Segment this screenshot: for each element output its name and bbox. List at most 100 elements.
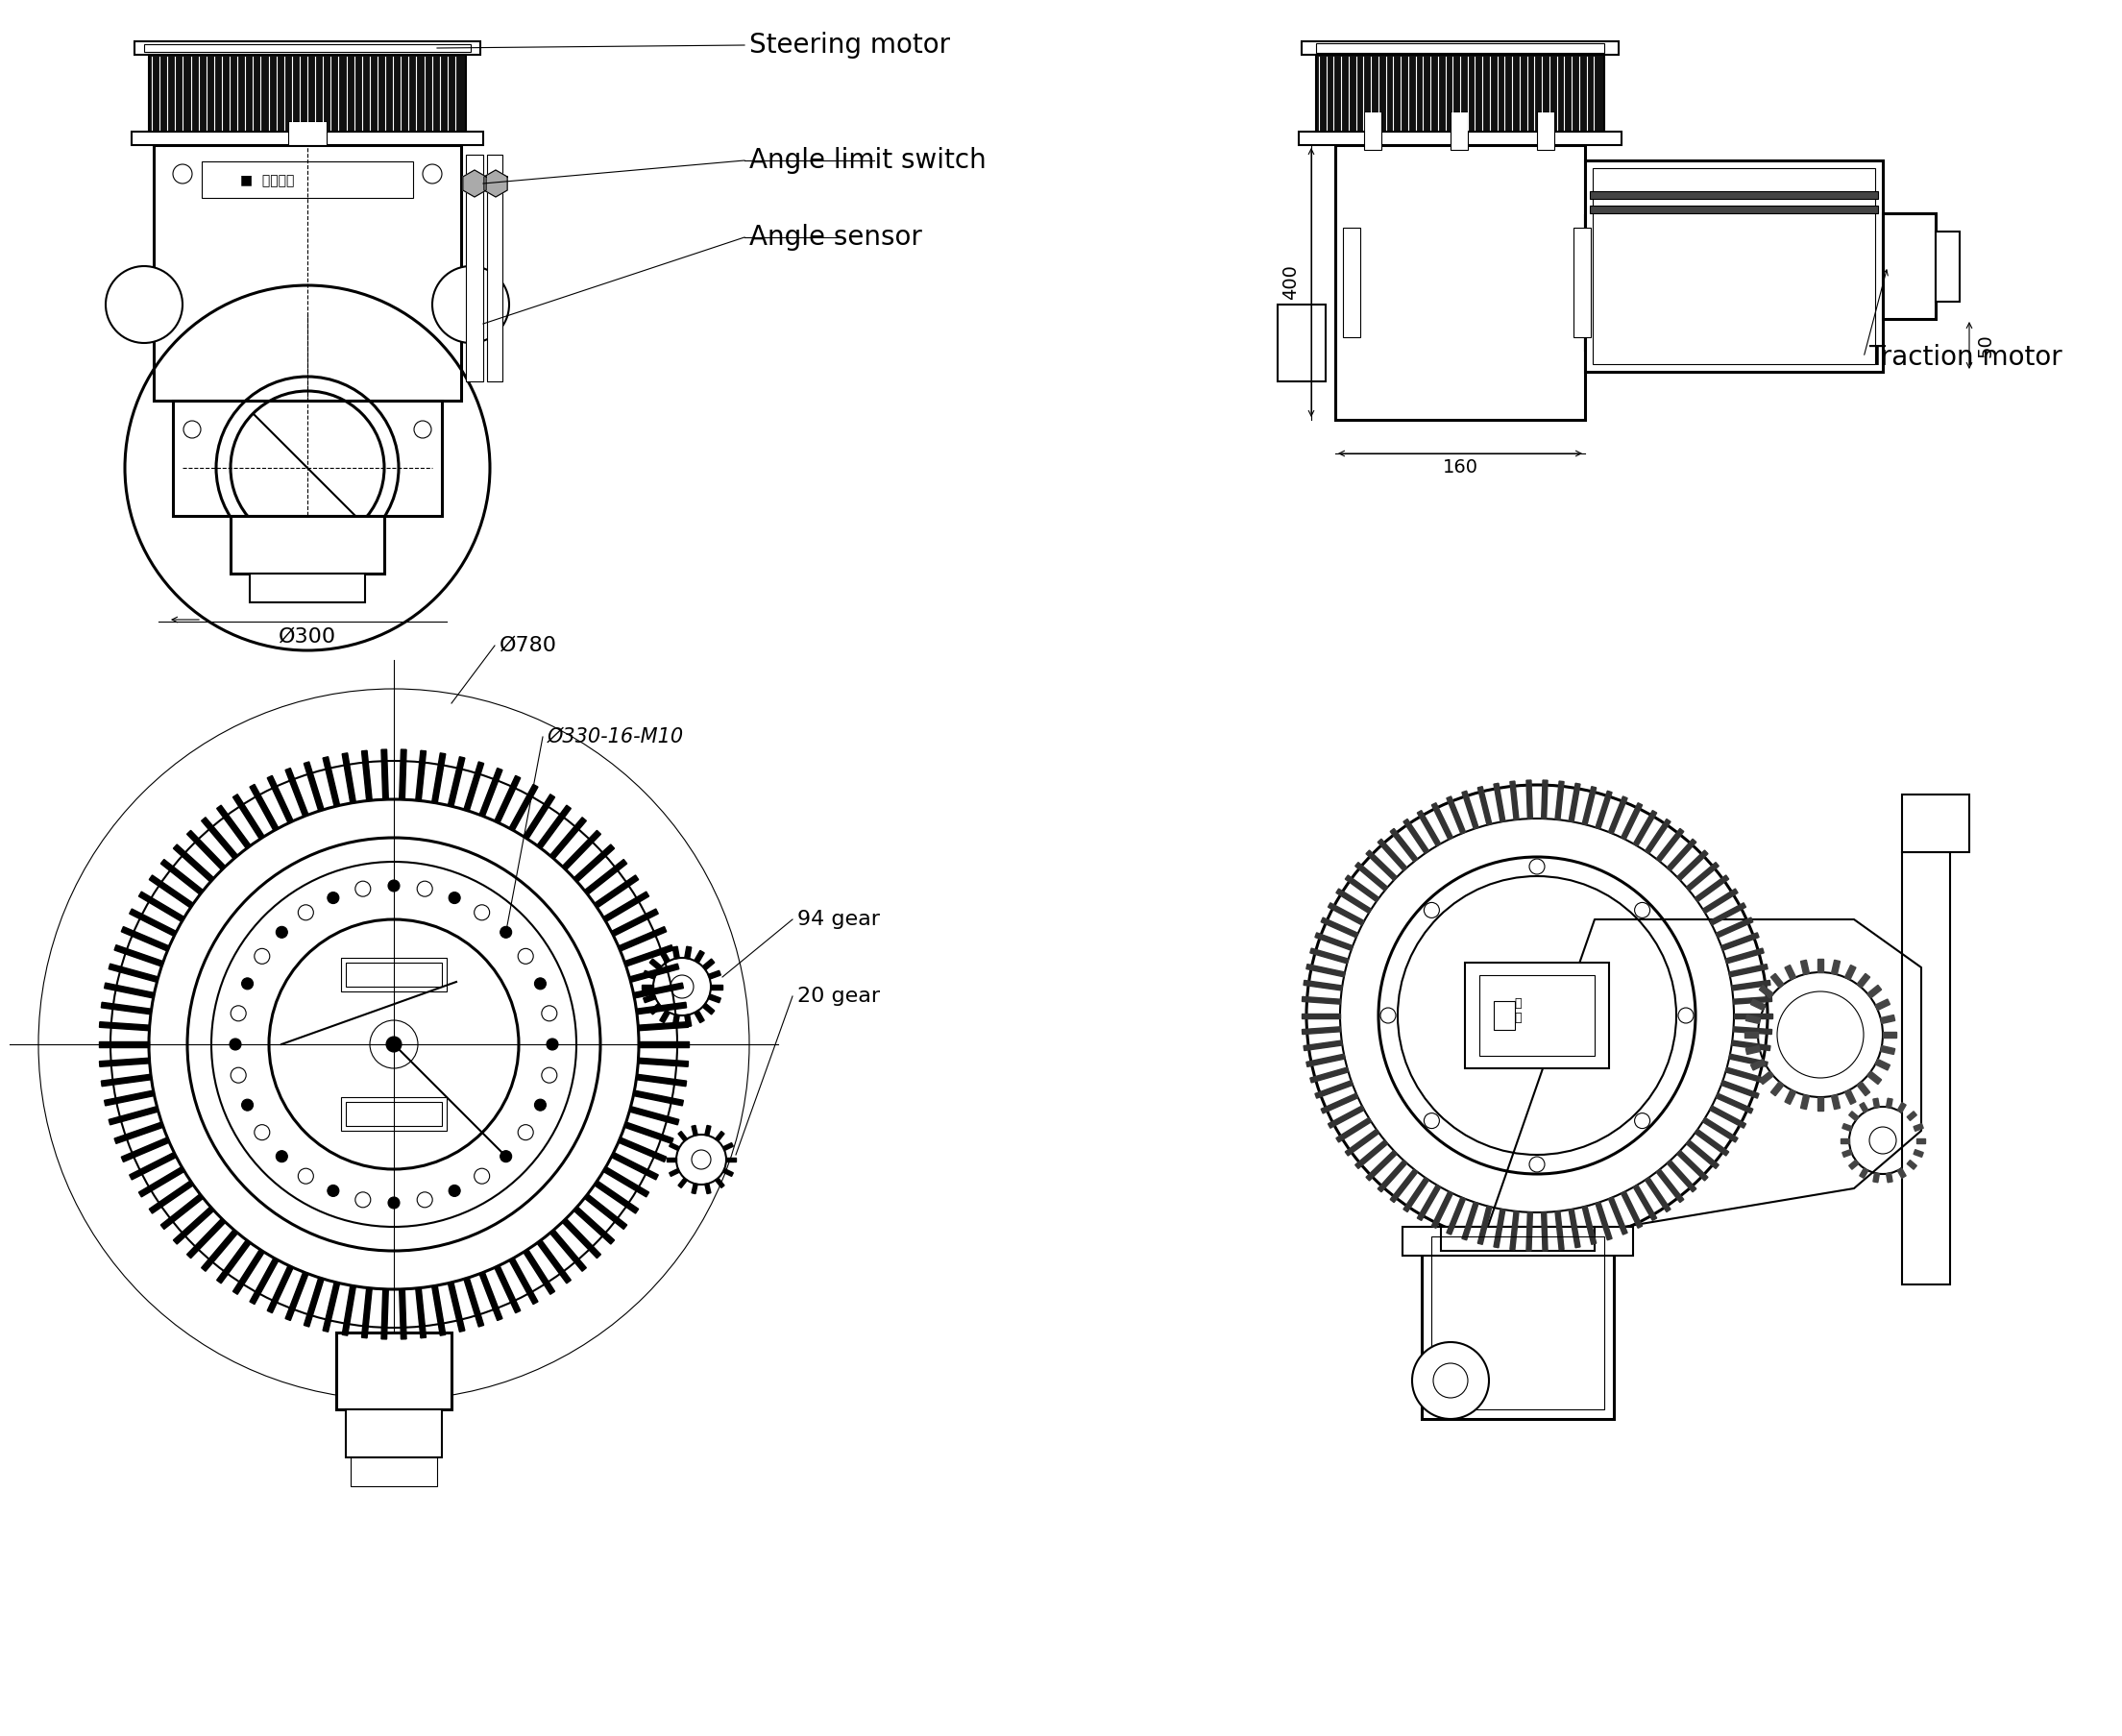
Polygon shape <box>1880 1045 1895 1054</box>
Polygon shape <box>433 753 446 804</box>
Polygon shape <box>382 750 388 800</box>
Bar <box>1901 852 1950 1285</box>
Polygon shape <box>537 1240 571 1283</box>
Circle shape <box>1424 903 1439 918</box>
Polygon shape <box>573 1207 615 1245</box>
Bar <box>1301 42 1619 56</box>
Polygon shape <box>1303 981 1343 991</box>
Polygon shape <box>639 1042 690 1047</box>
Polygon shape <box>342 1285 356 1335</box>
Circle shape <box>255 1125 269 1141</box>
Polygon shape <box>1356 863 1388 891</box>
Polygon shape <box>1744 1031 1757 1038</box>
Polygon shape <box>573 844 615 882</box>
Polygon shape <box>1859 1168 1867 1179</box>
Polygon shape <box>1367 1151 1396 1180</box>
Circle shape <box>501 1151 511 1161</box>
Polygon shape <box>361 1288 371 1338</box>
Polygon shape <box>382 1290 388 1338</box>
Polygon shape <box>679 1179 688 1187</box>
Circle shape <box>354 1193 371 1208</box>
Polygon shape <box>509 785 539 832</box>
Text: Ø300: Ø300 <box>278 627 335 646</box>
Circle shape <box>1381 1009 1396 1023</box>
Polygon shape <box>1621 1191 1642 1227</box>
Polygon shape <box>448 1281 465 1332</box>
Polygon shape <box>630 963 679 983</box>
Polygon shape <box>1596 792 1613 828</box>
Circle shape <box>327 1186 340 1196</box>
Bar <box>1901 795 1969 852</box>
Polygon shape <box>562 830 601 870</box>
Polygon shape <box>1876 1000 1891 1010</box>
Circle shape <box>535 1099 545 1111</box>
Polygon shape <box>1848 1160 1859 1170</box>
Text: 94 gear: 94 gear <box>798 910 881 929</box>
Polygon shape <box>660 1010 671 1023</box>
Circle shape <box>541 1068 556 1083</box>
Polygon shape <box>202 818 238 859</box>
Polygon shape <box>1345 875 1379 901</box>
Circle shape <box>1634 1113 1651 1128</box>
Circle shape <box>1530 859 1545 875</box>
Polygon shape <box>550 1229 586 1271</box>
Text: 400: 400 <box>1282 264 1299 300</box>
Polygon shape <box>694 1010 705 1023</box>
Circle shape <box>547 1038 558 1050</box>
Bar <box>1335 146 1585 420</box>
Bar <box>172 401 441 516</box>
Polygon shape <box>102 1075 151 1087</box>
Polygon shape <box>637 1002 688 1014</box>
Bar <box>346 1410 441 1458</box>
Polygon shape <box>1721 932 1759 950</box>
Polygon shape <box>584 859 626 894</box>
Polygon shape <box>1316 932 1352 950</box>
Polygon shape <box>1687 863 1719 891</box>
Polygon shape <box>202 1229 238 1271</box>
Circle shape <box>1411 1342 1490 1418</box>
Polygon shape <box>1842 1149 1853 1158</box>
Bar <box>1403 1227 1634 1255</box>
Polygon shape <box>361 750 371 800</box>
Polygon shape <box>1831 960 1840 974</box>
Polygon shape <box>1555 781 1564 819</box>
Circle shape <box>388 880 399 892</box>
Polygon shape <box>104 1090 155 1106</box>
Bar <box>1589 191 1878 200</box>
Polygon shape <box>705 1184 711 1194</box>
Polygon shape <box>138 892 185 922</box>
Polygon shape <box>250 785 278 832</box>
Circle shape <box>448 1186 460 1196</box>
Polygon shape <box>1729 963 1768 977</box>
Polygon shape <box>1831 1095 1840 1109</box>
Polygon shape <box>679 1132 688 1141</box>
Polygon shape <box>1345 1130 1379 1156</box>
Circle shape <box>242 977 253 990</box>
Circle shape <box>276 1151 289 1161</box>
Polygon shape <box>649 1003 662 1014</box>
Polygon shape <box>1867 1071 1882 1085</box>
Polygon shape <box>1621 802 1642 840</box>
Polygon shape <box>1897 1168 1906 1179</box>
Polygon shape <box>666 1158 677 1161</box>
Bar <box>144 43 471 52</box>
Polygon shape <box>1307 963 1345 977</box>
Polygon shape <box>550 818 586 859</box>
Polygon shape <box>484 170 507 196</box>
Polygon shape <box>102 1002 151 1014</box>
Circle shape <box>297 1168 314 1184</box>
Polygon shape <box>1751 1059 1766 1069</box>
Polygon shape <box>1721 1080 1759 1099</box>
Polygon shape <box>1732 1040 1770 1050</box>
Bar <box>346 1102 441 1127</box>
Polygon shape <box>129 1153 176 1180</box>
Polygon shape <box>1494 1208 1504 1248</box>
Polygon shape <box>1417 1186 1441 1220</box>
Bar <box>1441 1227 1594 1252</box>
Polygon shape <box>1367 851 1396 880</box>
Polygon shape <box>1916 1139 1925 1142</box>
Text: 20 gear: 20 gear <box>798 986 881 1005</box>
Bar <box>1277 304 1326 382</box>
Polygon shape <box>1687 1141 1719 1168</box>
Circle shape <box>518 948 533 963</box>
